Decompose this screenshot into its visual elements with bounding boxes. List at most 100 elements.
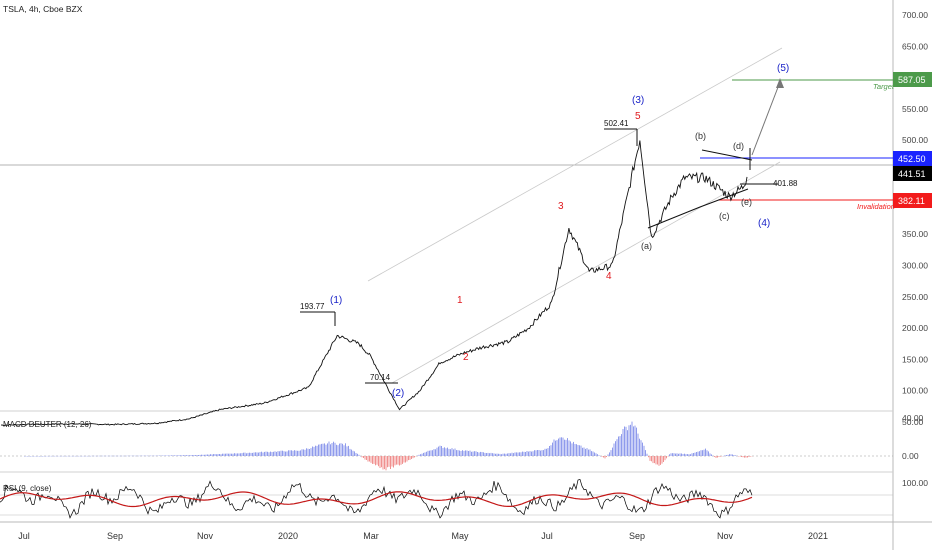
- macd-bar: [606, 456, 607, 457]
- macd-bar: [666, 456, 667, 459]
- wave-5-major: (5): [777, 63, 789, 74]
- time-axis-label: 2021: [808, 531, 828, 541]
- macd-bar: [684, 453, 685, 456]
- macd-bar: [513, 453, 514, 456]
- macd-bar: [357, 453, 358, 456]
- macd-bar: [174, 455, 175, 456]
- macd-bar: [367, 456, 369, 462]
- macd-bar: [262, 452, 264, 456]
- macd-bar: [181, 455, 183, 456]
- macd-bar: [375, 456, 376, 466]
- channel-upper-line: [367, 47, 783, 282]
- macd-bar: [711, 454, 712, 456]
- price-tick-label: 350.00: [902, 229, 928, 239]
- wave-e: (e): [741, 197, 752, 207]
- macd-bar: [520, 452, 522, 456]
- macd-bar: [331, 443, 333, 456]
- macd-bar: [640, 440, 642, 456]
- macd-bar: [211, 454, 213, 456]
- macd-bar: [556, 440, 558, 456]
- macd-bar: [183, 455, 184, 456]
- wave-4: 4: [606, 271, 612, 282]
- macd-bar: [559, 437, 561, 456]
- macd-bar: [442, 447, 444, 456]
- target-label: Target: [873, 82, 895, 91]
- macd-bar: [597, 454, 598, 456]
- macd-bar: [570, 441, 571, 456]
- macd-bar: [231, 453, 232, 456]
- macd-bar: [483, 452, 484, 456]
- macd-bar: [747, 456, 748, 458]
- macd-bar: [220, 454, 222, 456]
- macd-bar: [484, 452, 486, 456]
- macd-bar: [627, 430, 628, 456]
- macd-bar: [613, 443, 615, 456]
- macd-bar: [291, 450, 292, 456]
- macd-bar: [420, 454, 421, 456]
- macd-bar: [328, 441, 330, 456]
- macd-bar: [642, 442, 643, 456]
- macd-bar: [720, 456, 721, 457]
- macd-bar: [364, 456, 366, 460]
- macd-bar: [550, 445, 552, 456]
- macd-bar: [190, 455, 192, 456]
- macd-bar: [579, 445, 580, 456]
- macd-bar: [309, 449, 310, 456]
- macd-bar: [433, 449, 435, 456]
- macd-bar: [583, 447, 585, 456]
- macd-bar: [312, 446, 313, 456]
- macd-bar: [540, 450, 541, 456]
- macd-bar: [445, 448, 447, 456]
- projection-arrow: [751, 81, 781, 156]
- macd-bar: [217, 454, 219, 456]
- macd-bar: [198, 455, 199, 456]
- price-tick-label: 250.00: [902, 292, 928, 302]
- label-70: 70.14: [370, 373, 391, 382]
- price-tick-label: 150.00: [902, 354, 928, 364]
- macd-bar: [616, 439, 618, 456]
- macd-bar: [243, 452, 244, 456]
- macd-bar: [321, 443, 322, 456]
- macd-bar: [166, 455, 168, 456]
- macd-bar: [688, 454, 690, 456]
- macd-bar: [223, 453, 225, 456]
- macd-bar: [672, 453, 673, 456]
- macd-bar: [733, 455, 735, 456]
- macd-bar: [589, 449, 591, 456]
- macd-bar: [591, 451, 592, 456]
- macd-bar: [286, 451, 288, 456]
- macd-bar: [207, 454, 208, 456]
- macd-bar: [549, 446, 550, 456]
- macd-bar: [523, 451, 525, 456]
- macd-bar: [301, 449, 303, 456]
- macd-bar: [234, 453, 235, 456]
- macd-bar: [348, 445, 349, 456]
- macd-bar: [571, 443, 573, 456]
- macd-bar: [199, 454, 201, 456]
- macd-bar: [216, 454, 217, 456]
- macd-bar: [510, 453, 511, 456]
- macd-bar: [447, 447, 448, 456]
- macd-bar: [390, 456, 391, 469]
- macd-bar: [498, 453, 499, 456]
- wave-2: 2: [463, 352, 469, 363]
- macd-bar: [444, 447, 445, 456]
- macd-bar: [393, 456, 394, 468]
- macd-bar: [336, 444, 337, 456]
- macd-bar: [468, 451, 469, 456]
- wave-a: (a): [641, 241, 652, 251]
- macd-bar: [588, 449, 589, 456]
- macd-bar: [382, 456, 384, 470]
- macd-bar: [318, 444, 319, 456]
- macd-bar: [366, 456, 367, 460]
- macd-bar: [322, 443, 324, 456]
- label-401: 401.88: [773, 179, 798, 188]
- time-axis-label: 2020: [278, 531, 298, 541]
- macd-bar: [619, 436, 621, 456]
- macd-bar: [324, 443, 325, 456]
- macd-histogram: [24, 421, 753, 471]
- rsi-title: RSI (9, close): [3, 484, 52, 493]
- price-tick-label: 100.00: [902, 386, 928, 396]
- macd-bar: [528, 451, 529, 456]
